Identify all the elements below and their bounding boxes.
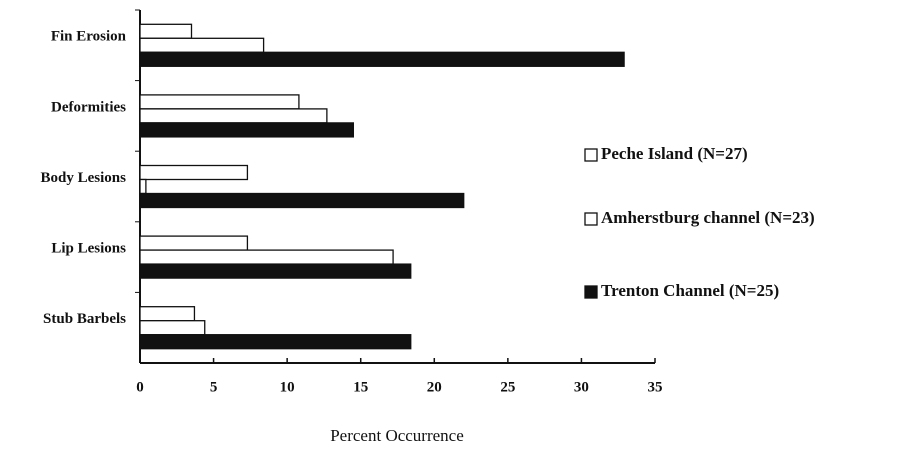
bar — [139, 108, 328, 124]
bar — [139, 122, 355, 138]
bar — [139, 178, 147, 195]
bar — [139, 94, 300, 110]
legend-label: Amherstburg channel (N=23) — [601, 208, 815, 227]
y-tick-label: Deformities — [51, 99, 126, 115]
bar — [139, 192, 465, 209]
bar — [139, 263, 412, 279]
bar — [139, 320, 206, 336]
x-tick-label: 15 — [353, 379, 368, 395]
x-axis-label: Percent Occurrence — [330, 426, 464, 445]
x-tick-label: 5 — [210, 379, 218, 395]
bar — [139, 249, 394, 265]
bar — [139, 334, 412, 350]
bar — [139, 235, 249, 251]
y-tick-label: Fin Erosion — [51, 29, 127, 45]
x-tick-label: 30 — [574, 379, 589, 395]
bar — [139, 306, 196, 322]
x-tick-label: 25 — [500, 379, 515, 395]
legend-swatch — [584, 285, 598, 299]
bar — [139, 51, 625, 67]
y-tick-label: Body Lesions — [41, 170, 127, 186]
legend-label: Peche Island (N=27) — [601, 144, 748, 163]
y-tick-label: Stub Barbels — [43, 311, 126, 327]
legend-swatch — [584, 212, 598, 226]
bar — [139, 23, 193, 39]
x-tick-label: 35 — [648, 379, 663, 395]
bar — [139, 164, 249, 181]
legend-label: Trenton Channel (N=25) — [601, 281, 779, 300]
legend-swatch — [584, 148, 598, 162]
x-tick-label: 20 — [427, 379, 442, 395]
y-tick-label: Lip Lesions — [51, 241, 126, 257]
bar — [139, 37, 265, 53]
x-tick-label: 10 — [280, 379, 295, 395]
x-tick-label: 0 — [136, 379, 144, 395]
